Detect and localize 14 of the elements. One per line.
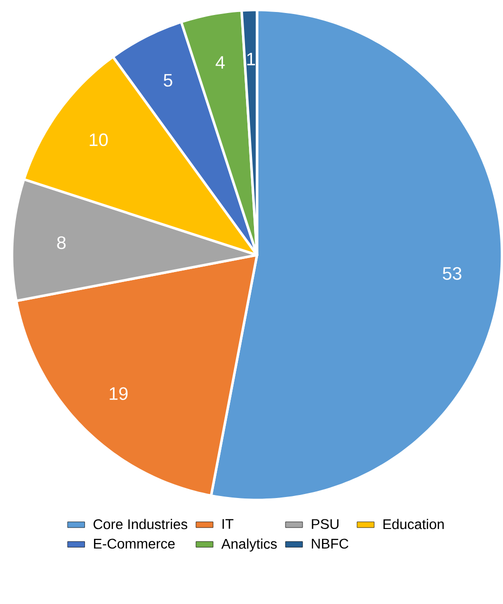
legend-label: PSU — [312, 519, 338, 529]
legend-label: Analytics — [221, 538, 277, 552]
data-label: 1 — [247, 52, 255, 66]
data-label: 8 — [57, 236, 66, 250]
data-label: 10 — [90, 133, 108, 146]
data-label: 19 — [110, 387, 128, 400]
legend-label: E-Commerce — [94, 538, 175, 549]
legend-label: Core Industries — [94, 518, 188, 530]
legend-label: Education — [383, 518, 444, 530]
data-label: 4 — [216, 56, 225, 69]
data-label: 53 — [442, 267, 462, 280]
legend-label: NBFC — [312, 538, 348, 549]
legend-label: IT — [222, 519, 234, 529]
data-label: 5 — [164, 74, 172, 87]
